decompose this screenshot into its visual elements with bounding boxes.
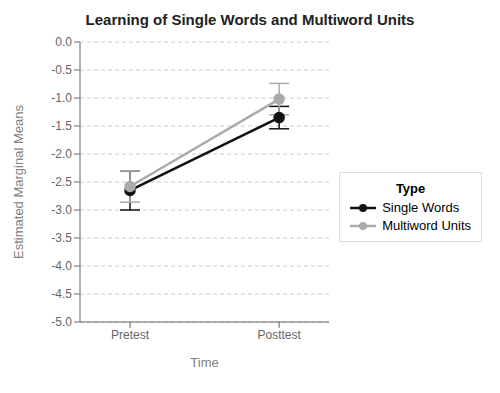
svg-text:-5.0: -5.0 xyxy=(51,315,72,329)
svg-text:-4.0: -4.0 xyxy=(51,259,72,273)
svg-text:Pretest: Pretest xyxy=(111,328,150,342)
svg-text:Time: Time xyxy=(190,355,218,370)
svg-text:-3.0: -3.0 xyxy=(51,203,72,217)
svg-text:-2.5: -2.5 xyxy=(51,175,72,189)
svg-text:-3.5: -3.5 xyxy=(51,231,72,245)
html-text:Multiword Units: Multiword Units xyxy=(382,218,471,233)
svg-text:Posttest: Posttest xyxy=(257,328,301,342)
svg-text:-4.5: -4.5 xyxy=(51,287,72,301)
svg-text:-0.5: -0.5 xyxy=(51,63,72,77)
svg-text:-2.0: -2.0 xyxy=(51,147,72,161)
svg-text:-1.0: -1.0 xyxy=(51,91,72,105)
html-text:Single Words: Single Words xyxy=(382,200,460,215)
svg-text:-1.5: -1.5 xyxy=(51,119,72,133)
html-text:Type: Type xyxy=(395,181,426,196)
html-text:Learning of Single Words and M: Learning of Single Words and Multiword U… xyxy=(85,11,415,28)
svg-text:Estimated Marginal Means: Estimated Marginal Means xyxy=(11,105,26,259)
svg-text:0.0: 0.0 xyxy=(55,35,72,49)
